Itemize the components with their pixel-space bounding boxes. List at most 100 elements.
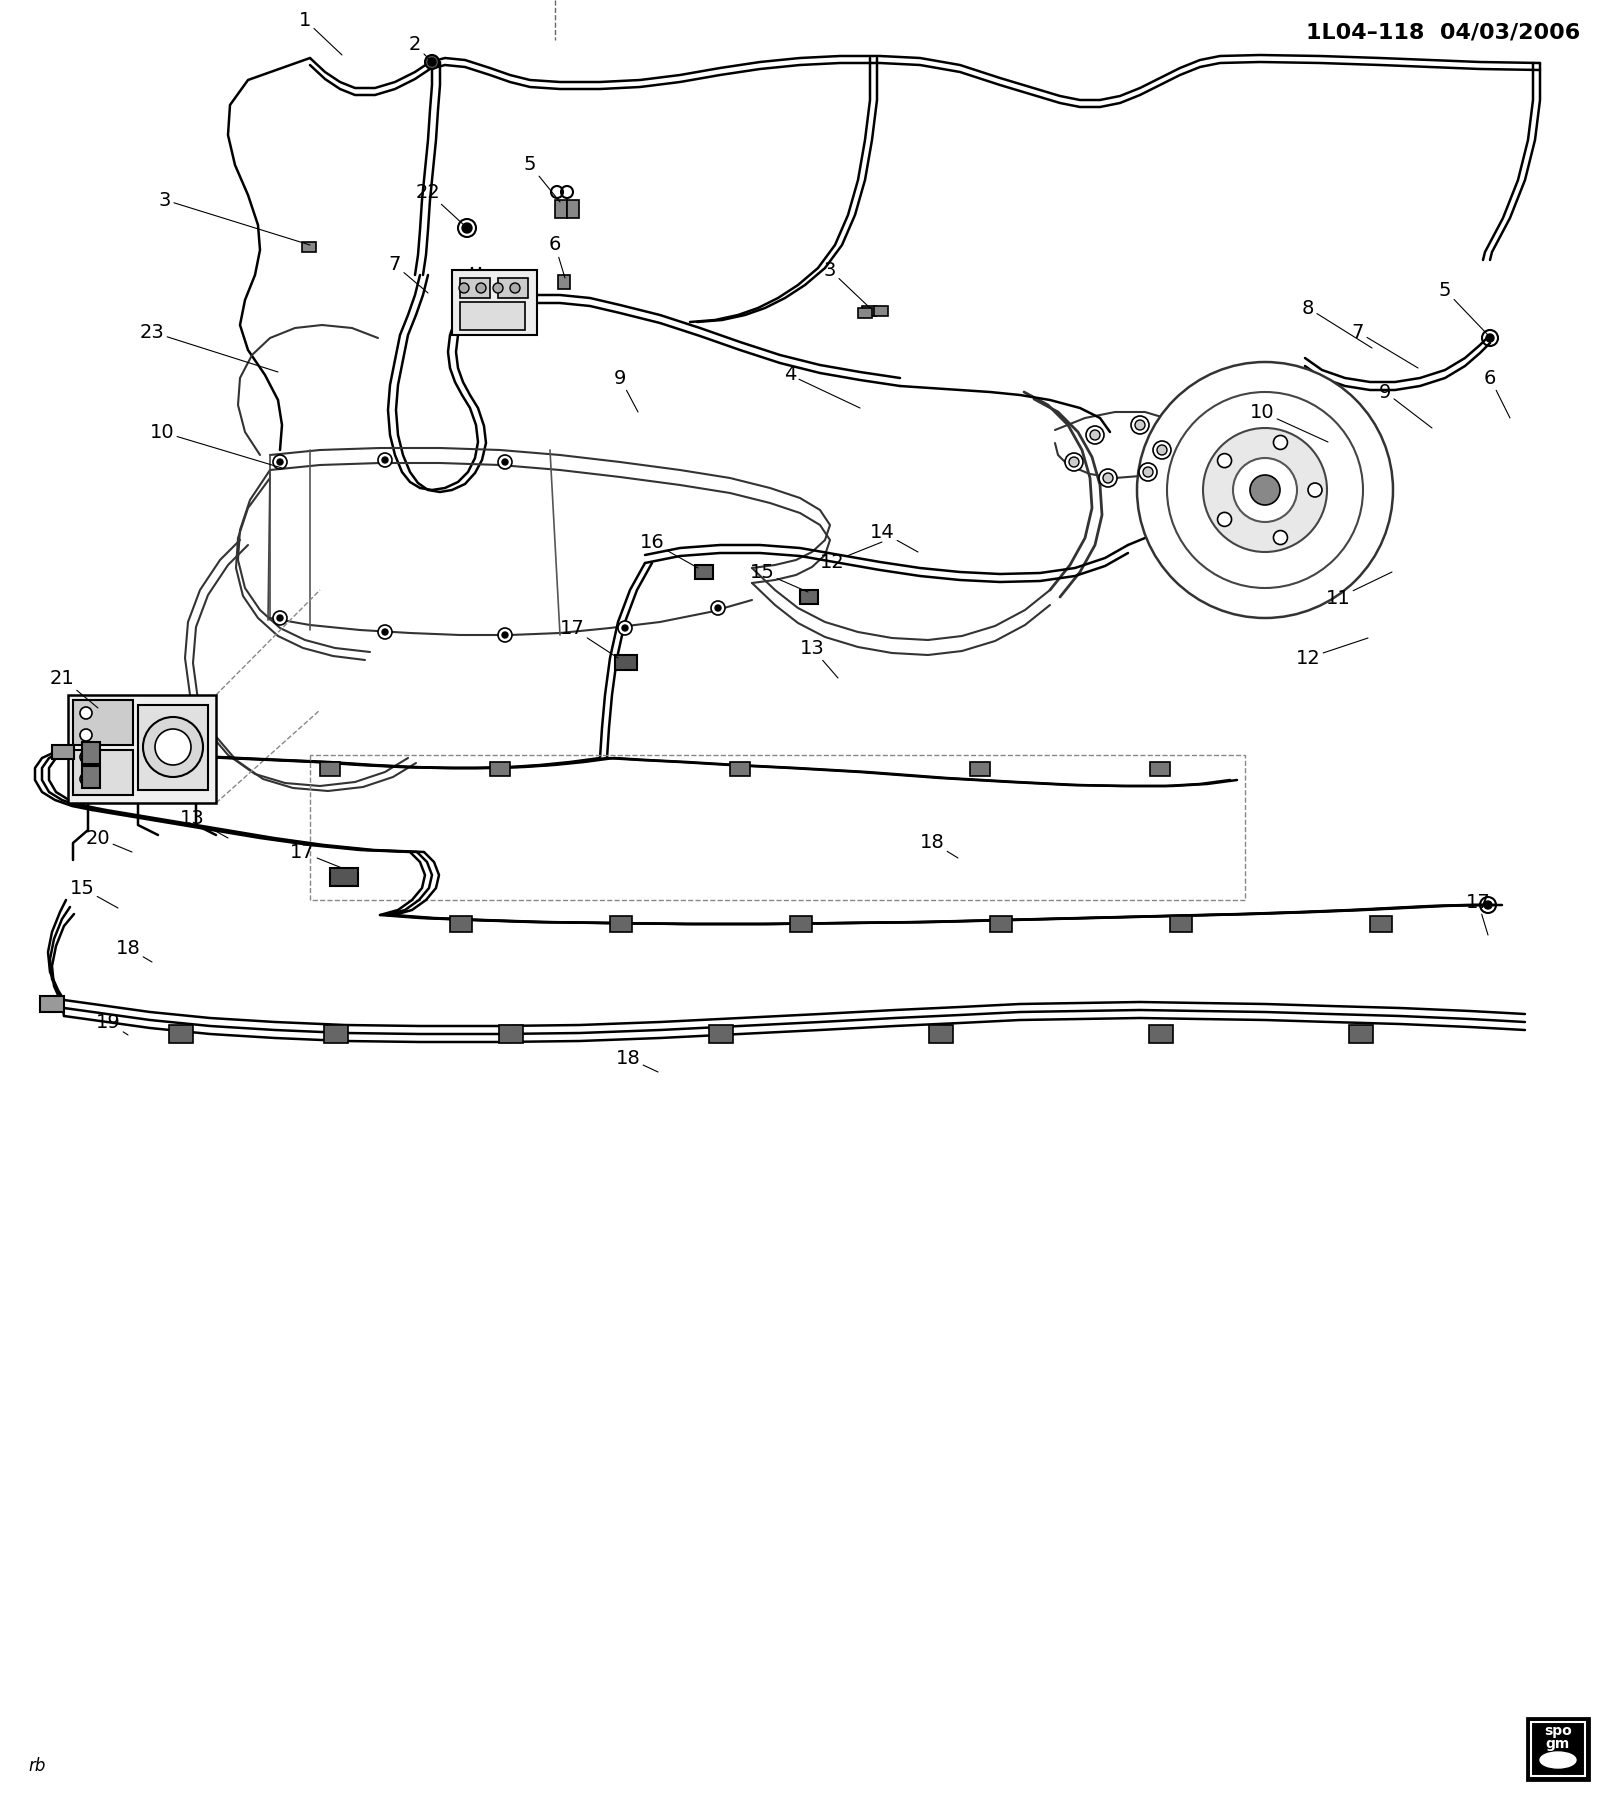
Bar: [74, 750, 133, 795]
Bar: [453, 269, 538, 336]
Circle shape: [1099, 468, 1117, 486]
Bar: [323, 1025, 349, 1043]
Circle shape: [1203, 427, 1326, 553]
Circle shape: [277, 616, 283, 621]
Text: 18: 18: [920, 833, 958, 858]
Circle shape: [502, 632, 509, 637]
Bar: [1149, 1025, 1173, 1043]
Circle shape: [1142, 467, 1154, 477]
Circle shape: [80, 707, 93, 720]
Text: rb: rb: [29, 1757, 45, 1775]
Bar: [51, 745, 74, 759]
Text: 3: 3: [824, 260, 870, 309]
Text: 15: 15: [69, 878, 118, 908]
Text: 3: 3: [158, 190, 310, 244]
Circle shape: [1234, 458, 1298, 522]
Bar: [1526, 1718, 1589, 1781]
Text: 11: 11: [1326, 573, 1392, 607]
Circle shape: [1485, 901, 1491, 908]
Circle shape: [80, 750, 93, 763]
Text: 17: 17: [1466, 892, 1490, 935]
Bar: [499, 1025, 523, 1043]
Bar: [874, 305, 888, 316]
Ellipse shape: [1539, 1752, 1576, 1768]
Text: 17: 17: [290, 842, 342, 869]
Bar: [320, 763, 339, 775]
Circle shape: [1138, 363, 1394, 617]
Bar: [170, 1025, 194, 1043]
Circle shape: [80, 774, 93, 784]
Text: 10: 10: [150, 422, 282, 468]
Text: 12: 12: [1296, 637, 1368, 668]
Bar: [930, 1025, 954, 1043]
Circle shape: [510, 284, 520, 293]
Bar: [302, 242, 317, 251]
Bar: [800, 591, 818, 603]
Circle shape: [378, 625, 392, 639]
Bar: [82, 741, 99, 765]
Text: 14: 14: [870, 522, 918, 553]
Text: 16: 16: [640, 533, 698, 567]
Circle shape: [1218, 512, 1232, 526]
Circle shape: [382, 628, 387, 635]
Text: 12: 12: [819, 542, 882, 571]
Bar: [67, 695, 216, 802]
Text: 1: 1: [299, 11, 342, 56]
Circle shape: [426, 56, 438, 68]
Text: 15: 15: [749, 562, 808, 592]
Circle shape: [1069, 458, 1078, 467]
Bar: [40, 996, 64, 1012]
Circle shape: [498, 628, 512, 643]
Text: 4: 4: [784, 366, 861, 407]
Text: 10: 10: [1250, 402, 1328, 442]
Bar: [1531, 1721, 1586, 1775]
Bar: [610, 915, 632, 932]
Bar: [1370, 915, 1392, 932]
Circle shape: [1134, 420, 1146, 431]
Circle shape: [1086, 425, 1104, 443]
Circle shape: [462, 223, 472, 233]
Circle shape: [1218, 454, 1232, 468]
Text: 19: 19: [96, 1012, 128, 1036]
Circle shape: [477, 284, 486, 293]
Text: 13: 13: [179, 808, 229, 838]
Bar: [1170, 915, 1192, 932]
Text: 2: 2: [410, 36, 432, 63]
Circle shape: [274, 454, 286, 468]
Text: 5: 5: [523, 156, 560, 203]
Text: 20: 20: [86, 829, 131, 853]
Bar: [694, 565, 714, 580]
Bar: [566, 199, 579, 217]
Circle shape: [1157, 445, 1166, 454]
Circle shape: [493, 284, 502, 293]
Circle shape: [277, 460, 283, 465]
Bar: [498, 278, 528, 298]
Circle shape: [142, 716, 203, 777]
Circle shape: [1154, 442, 1171, 460]
Circle shape: [1309, 483, 1322, 497]
Text: 9: 9: [614, 368, 638, 413]
Text: 8: 8: [1302, 298, 1373, 348]
Bar: [82, 766, 99, 788]
Circle shape: [1131, 416, 1149, 434]
Circle shape: [1102, 474, 1114, 483]
Circle shape: [1090, 431, 1101, 440]
Bar: [461, 302, 525, 330]
Circle shape: [502, 460, 509, 465]
Bar: [862, 305, 877, 316]
Text: spo: spo: [1544, 1723, 1571, 1738]
Bar: [330, 869, 358, 887]
Bar: [74, 700, 133, 745]
Bar: [970, 763, 990, 775]
Circle shape: [1066, 452, 1083, 470]
Text: 7: 7: [389, 255, 429, 293]
Bar: [558, 275, 570, 289]
Circle shape: [1486, 334, 1494, 343]
Bar: [990, 915, 1013, 932]
Bar: [138, 705, 208, 790]
Text: 23: 23: [139, 323, 278, 372]
Bar: [858, 309, 872, 318]
Bar: [450, 915, 472, 932]
Text: 6: 6: [1483, 368, 1510, 418]
Circle shape: [710, 601, 725, 616]
